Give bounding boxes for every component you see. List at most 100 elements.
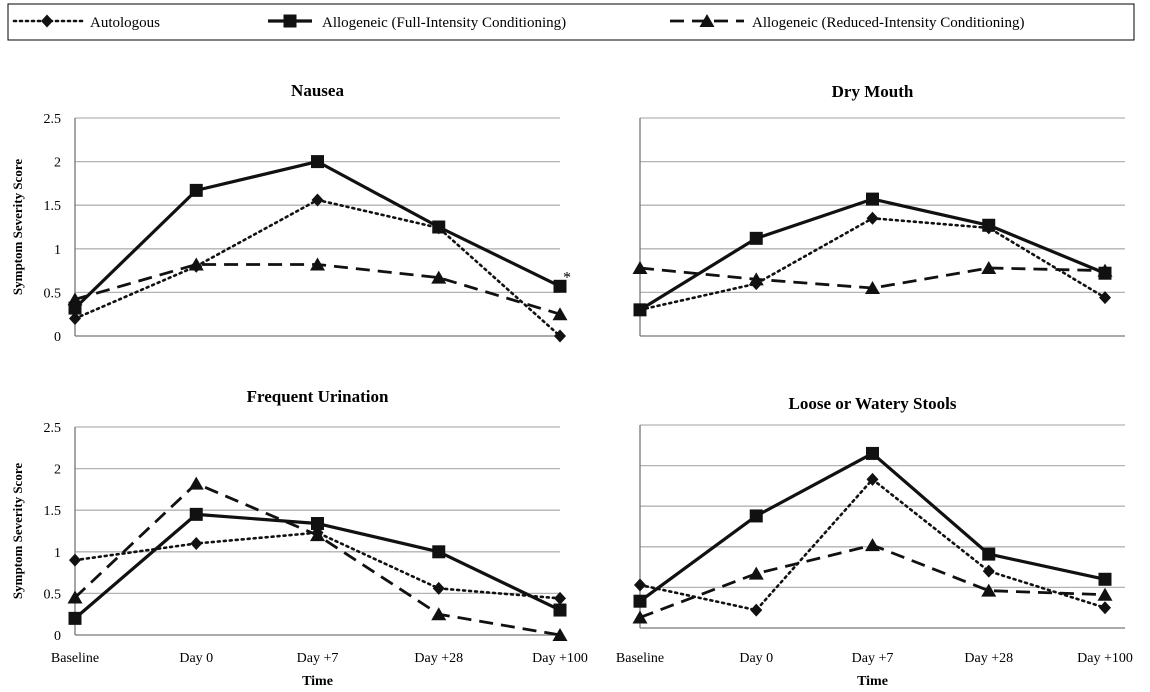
series-line-allogeneic-reduced-intensity-conditioning <box>74 263 561 316</box>
x-axis-label: Time <box>302 674 333 689</box>
data-point-allogeneic-reduced-intensity-conditioning <box>748 566 764 580</box>
data-point-allogeneic-full-intensity-conditioning <box>749 509 763 523</box>
data-point-allogeneic-full-intensity-conditioning <box>553 279 567 293</box>
x-tick-label: Day +7 <box>852 651 894 666</box>
y-tick-label: 2.5 <box>44 112 62 127</box>
data-point-allogeneic-reduced-intensity-conditioning <box>552 307 568 321</box>
data-point-allogeneic-full-intensity-conditioning <box>432 220 446 234</box>
series-line-allogeneic-reduced-intensity-conditioning <box>639 543 1106 619</box>
panel-title: Dry Mouth <box>832 82 914 101</box>
data-point-autologous <box>432 581 445 595</box>
data-point-allogeneic-full-intensity-conditioning <box>866 446 879 460</box>
data-point-allogeneic-full-intensity-conditioning <box>553 603 567 617</box>
y-tick-label: 0 <box>54 629 61 644</box>
data-point-allogeneic-full-intensity-conditioning <box>982 218 996 232</box>
panel-title: Loose or Watery Stools <box>789 394 957 413</box>
y-axis-label: Symptom Severity Score <box>10 463 25 599</box>
data-point-autologous <box>69 553 81 567</box>
data-point-allogeneic-full-intensity-conditioning <box>633 303 647 317</box>
y-tick-label: 1.5 <box>44 504 62 519</box>
data-point-allogeneic-reduced-intensity-conditioning <box>188 476 204 490</box>
data-point-allogeneic-full-intensity-conditioning <box>311 155 324 169</box>
x-tick-label: Baseline <box>616 651 664 666</box>
data-point-allogeneic-full-intensity-conditioning <box>1098 266 1112 280</box>
legend-marker-allogeneic-full-intensity-conditioning <box>283 14 297 28</box>
data-point-autologous <box>866 472 879 486</box>
y-tick-label: 2 <box>54 156 61 171</box>
data-point-autologous <box>866 211 879 225</box>
panel-loose-or-watery-stools: Loose or Watery Stools Baseline Day 0 Day +… <box>616 394 1133 689</box>
x-tick-label: Day 0 <box>739 651 773 666</box>
x-tick-label: Day +100 <box>532 651 588 666</box>
y-axis-label: Symptom Severity Score <box>10 159 25 295</box>
data-point-allogeneic-full-intensity-conditioning <box>749 231 763 245</box>
data-point-allogeneic-reduced-intensity-conditioning <box>865 538 880 552</box>
data-point-autologous <box>750 277 763 291</box>
data-point-autologous <box>554 591 566 605</box>
x-axis-label: Time <box>857 674 888 689</box>
panel-frequent-urination: Frequent Urination 0 0.5 1 1.5 2 2.5 Symptom Se… <box>10 387 588 689</box>
data-point-allogeneic-reduced-intensity-conditioning <box>632 260 648 274</box>
y-tick-label: 1 <box>54 243 61 258</box>
y-tick-label: 0 <box>54 330 61 345</box>
data-point-autologous <box>982 564 995 578</box>
data-point-allogeneic-full-intensity-conditioning <box>982 547 996 561</box>
legend-marker-allogeneic-reduced-intensity-conditioning <box>699 14 715 27</box>
legend-label-allogeneic-full-intensity-conditioning: Allogeneic (Full-Intensity Conditioning) <box>322 15 566 31</box>
data-point-allogeneic-reduced-intensity-conditioning <box>865 281 880 295</box>
x-tick-label: Day +7 <box>297 651 339 666</box>
data-point-allogeneic-full-intensity-conditioning <box>189 183 203 197</box>
data-point-autologous <box>190 259 203 273</box>
y-tick-label: 0.5 <box>44 286 62 301</box>
data-point-allogeneic-reduced-intensity-conditioning <box>632 610 648 624</box>
x-tick-label: Day 0 <box>179 651 213 666</box>
data-point-allogeneic-full-intensity-conditioning <box>432 545 446 559</box>
panel-nausea: Nausea 0 0.5 1 1.5 2 2.5 Symptom Severity Score… <box>10 81 571 345</box>
legend-box <box>7 3 1135 41</box>
data-point-autologous <box>634 578 646 592</box>
data-point-allogeneic-full-intensity-conditioning <box>68 301 82 315</box>
y-tick-label: 2.5 <box>44 421 62 436</box>
data-point-autologous <box>750 603 763 617</box>
y-tick-label: 2 <box>54 463 61 478</box>
x-tick-label: Day +100 <box>1077 651 1133 666</box>
series-line-autologous <box>638 216 1107 312</box>
y-tick-label: 1.5 <box>44 199 62 214</box>
data-point-allogeneic-full-intensity-conditioning <box>189 507 203 521</box>
y-tick-label: 1 <box>54 546 61 561</box>
data-point-autologous <box>311 193 324 207</box>
data-point-allogeneic-full-intensity-conditioning <box>68 611 82 625</box>
x-tick-label: Baseline <box>51 651 99 666</box>
data-point-allogeneic-reduced-intensity-conditioning <box>431 607 447 621</box>
x-tick-label: Day +28 <box>964 651 1013 666</box>
data-point-allogeneic-full-intensity-conditioning <box>633 594 647 608</box>
data-point-allogeneic-full-intensity-conditioning <box>866 192 879 206</box>
data-point-allogeneic-reduced-intensity-conditioning <box>981 260 997 274</box>
x-tick-label: Day +28 <box>414 651 463 666</box>
series-line-autologous <box>73 531 562 600</box>
data-point-allogeneic-full-intensity-conditioning <box>311 517 324 531</box>
data-point-allogeneic-reduced-intensity-conditioning <box>67 590 83 604</box>
chart-panels: Nausea 0 0.5 1 1.5 2 2.5 Symptom Severity Score… <box>10 81 1133 689</box>
panel-title: Nausea <box>291 81 344 100</box>
data-point-allogeneic-reduced-intensity-conditioning <box>310 257 325 271</box>
data-point-autologous <box>1099 291 1111 305</box>
data-point-allogeneic-reduced-intensity-conditioning <box>552 628 568 641</box>
legend-marker-autologous <box>41 14 53 28</box>
data-point-allogeneic-full-intensity-conditioning <box>1098 572 1112 586</box>
legend-label-allogeneic-reduced-intensity-conditioning: Allogeneic (Reduced-Intensity Conditioni… <box>752 15 1024 31</box>
series-line-allogeneic-reduced-intensity-conditioning <box>74 482 561 637</box>
data-point-allogeneic-reduced-intensity-conditioning <box>1097 587 1113 601</box>
data-point-autologous <box>190 536 203 550</box>
data-point-allogeneic-reduced-intensity-conditioning <box>981 583 997 597</box>
panel-dry-mouth: Dry Mouth <box>632 82 1125 337</box>
data-point-autologous <box>1099 601 1111 615</box>
significance-asterisk: * <box>563 269 571 286</box>
data-point-allogeneic-reduced-intensity-conditioning <box>431 270 447 284</box>
y-tick-label: 0.5 <box>44 587 62 602</box>
legend: Autologous Allogeneic (Full-Intensity Con… <box>7 3 1135 41</box>
data-point-autologous <box>554 329 566 343</box>
data-point-autologous <box>69 312 81 326</box>
panel-title: Frequent Urination <box>247 387 389 406</box>
